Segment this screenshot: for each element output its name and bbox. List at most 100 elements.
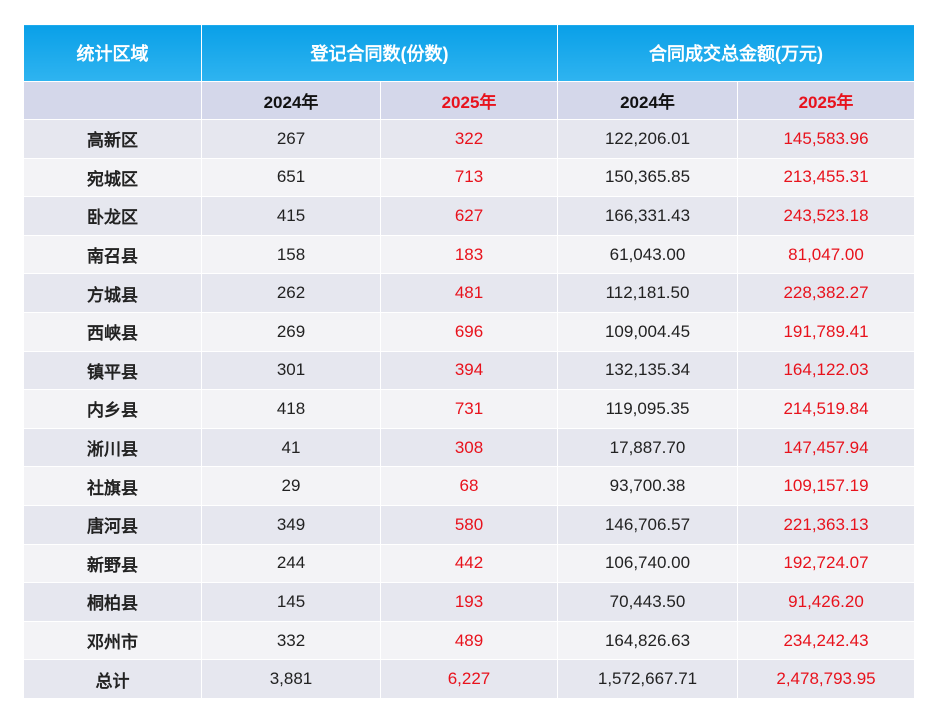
value-cell: 109,157.19: [737, 466, 915, 506]
value-cell: 6,227: [380, 659, 558, 699]
value-cell: 221,363.13: [737, 504, 915, 545]
value-cell: 119,095.35: [557, 389, 738, 429]
value-cell: 394: [380, 350, 558, 391]
value-cell: 158: [201, 234, 381, 275]
value-cell: 146,706.57: [557, 504, 738, 545]
data-row: 镇平县 301 394 132,135.34 164,122.03: [23, 350, 915, 391]
data-row: 淅川县 41 308 17,887.70 147,457.94: [23, 427, 915, 468]
subheader-cell: 2025年: [380, 81, 558, 120]
subheader-cell: 2024年: [557, 81, 738, 120]
subheader-cell: 2024年: [201, 81, 381, 120]
region-cell: 西峡县: [23, 311, 202, 352]
value-cell: 68: [380, 466, 558, 506]
region-cell: 宛城区: [23, 157, 202, 198]
region-cell: 卧龙区: [23, 196, 202, 236]
region-cell: 镇平县: [23, 350, 202, 391]
value-cell: 418: [201, 389, 381, 429]
data-row: 社旗县 29 68 93,700.38 109,157.19: [23, 466, 915, 506]
statistics-table: 统计区域 登记合同数(份数) 合同成交总金额(万元) 2024年 2025年 2…: [23, 24, 915, 699]
value-cell: 29: [201, 466, 381, 506]
header-cell: 登记合同数(份数): [201, 24, 558, 82]
value-cell: 713: [380, 157, 558, 198]
region-cell: 总计: [23, 659, 202, 699]
value-cell: 145: [201, 582, 381, 622]
data-row: 西峡县 269 696 109,004.45 191,789.41: [23, 311, 915, 352]
value-cell: 183: [380, 234, 558, 275]
data-row: 宛城区 651 713 150,365.85 213,455.31: [23, 157, 915, 198]
data-row: 桐柏县 145 193 70,443.50 91,426.20: [23, 582, 915, 622]
subheader-cell: 2025年: [737, 81, 915, 120]
data-row: 方城县 262 481 112,181.50 228,382.27: [23, 273, 915, 313]
value-cell: 106,740.00: [557, 543, 738, 584]
header-cell: 合同成交总金额(万元): [557, 24, 915, 82]
region-cell: 桐柏县: [23, 582, 202, 622]
value-cell: 192,724.07: [737, 543, 915, 584]
value-cell: 122,206.01: [557, 119, 738, 159]
region-cell: 南召县: [23, 234, 202, 275]
value-cell: 214,519.84: [737, 389, 915, 429]
value-cell: 481: [380, 273, 558, 313]
value-cell: 415: [201, 196, 381, 236]
value-cell: 696: [380, 311, 558, 352]
value-cell: 234,242.43: [737, 620, 915, 661]
subheader-cell: [23, 81, 202, 120]
value-cell: 213,455.31: [737, 157, 915, 198]
subheader-row: 2024年 2025年 2024年 2025年: [23, 81, 915, 120]
value-cell: 349: [201, 504, 381, 545]
value-cell: 166,331.43: [557, 196, 738, 236]
value-cell: 3,881: [201, 659, 381, 699]
value-cell: 112,181.50: [557, 273, 738, 313]
header-cell: 统计区域: [23, 24, 202, 82]
value-cell: 61,043.00: [557, 234, 738, 275]
value-cell: 193: [380, 582, 558, 622]
data-row: 总计 3,881 6,227 1,572,667.71 2,478,793.95: [23, 659, 915, 699]
value-cell: 243,523.18: [737, 196, 915, 236]
value-cell: 70,443.50: [557, 582, 738, 622]
value-cell: 91,426.20: [737, 582, 915, 622]
value-cell: 41: [201, 427, 381, 468]
value-cell: 2,478,793.95: [737, 659, 915, 699]
value-cell: 332: [201, 620, 381, 661]
region-cell: 新野县: [23, 543, 202, 584]
value-cell: 269: [201, 311, 381, 352]
data-row: 新野县 244 442 106,740.00 192,724.07: [23, 543, 915, 584]
value-cell: 731: [380, 389, 558, 429]
data-row: 邓州市 332 489 164,826.63 234,242.43: [23, 620, 915, 661]
value-cell: 150,365.85: [557, 157, 738, 198]
value-cell: 132,135.34: [557, 350, 738, 391]
region-cell: 邓州市: [23, 620, 202, 661]
region-cell: 社旗县: [23, 466, 202, 506]
value-cell: 109,004.45: [557, 311, 738, 352]
region-cell: 唐河县: [23, 504, 202, 545]
value-cell: 244: [201, 543, 381, 584]
region-cell: 高新区: [23, 119, 202, 159]
data-row: 高新区 267 322 122,206.01 145,583.96: [23, 119, 915, 159]
value-cell: 627: [380, 196, 558, 236]
value-cell: 267: [201, 119, 381, 159]
header-row: 统计区域 登记合同数(份数) 合同成交总金额(万元): [23, 24, 915, 82]
value-cell: 322: [380, 119, 558, 159]
data-row: 卧龙区 415 627 166,331.43 243,523.18: [23, 196, 915, 236]
value-cell: 308: [380, 427, 558, 468]
value-cell: 164,122.03: [737, 350, 915, 391]
data-row: 唐河县 349 580 146,706.57 221,363.13: [23, 504, 915, 545]
data-row: 内乡县 418 731 119,095.35 214,519.84: [23, 389, 915, 429]
value-cell: 301: [201, 350, 381, 391]
region-cell: 方城县: [23, 273, 202, 313]
value-cell: 489: [380, 620, 558, 661]
value-cell: 17,887.70: [557, 427, 738, 468]
value-cell: 262: [201, 273, 381, 313]
value-cell: 145,583.96: [737, 119, 915, 159]
value-cell: 164,826.63: [557, 620, 738, 661]
value-cell: 147,457.94: [737, 427, 915, 468]
region-cell: 淅川县: [23, 427, 202, 468]
value-cell: 580: [380, 504, 558, 545]
region-cell: 内乡县: [23, 389, 202, 429]
value-cell: 442: [380, 543, 558, 584]
data-row: 南召县 158 183 61,043.00 81,047.00: [23, 234, 915, 275]
value-cell: 1,572,667.71: [557, 659, 738, 699]
value-cell: 81,047.00: [737, 234, 915, 275]
value-cell: 228,382.27: [737, 273, 915, 313]
